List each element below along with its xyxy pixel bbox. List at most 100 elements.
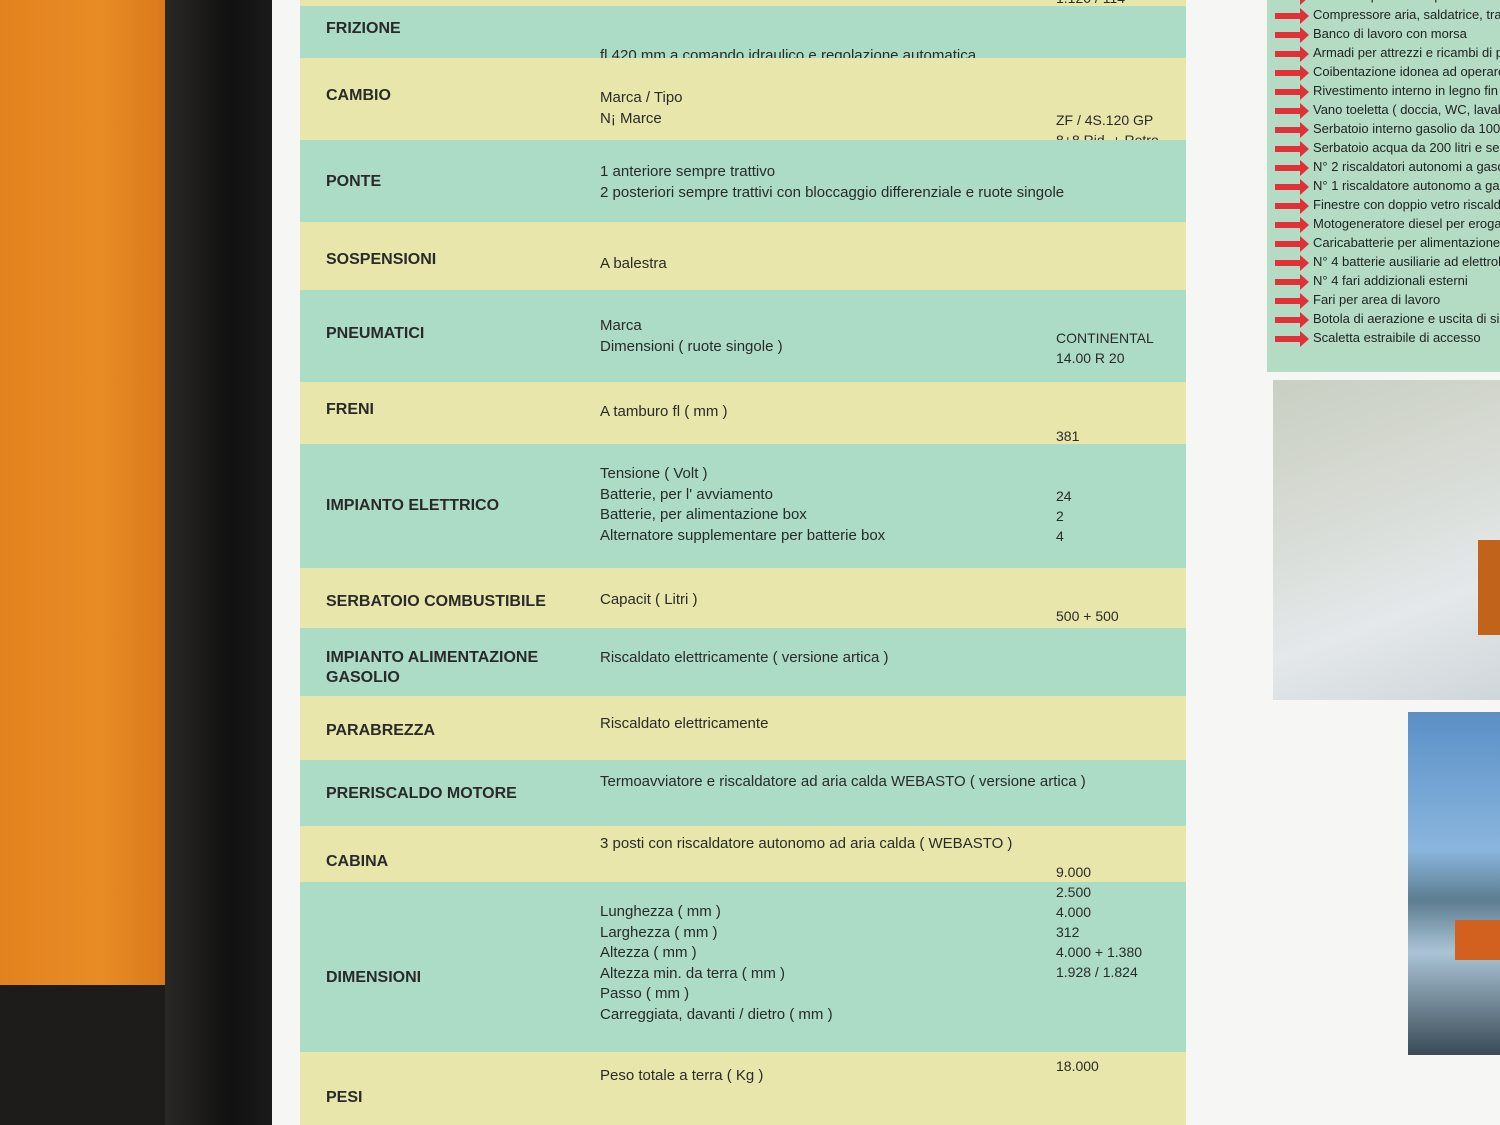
spec-value: 9.000 — [1056, 864, 1092, 880]
spec-item: Termoavviatore e riscaldatore ad aria ca… — [600, 773, 1086, 790]
spec-item: A balestra — [600, 255, 667, 272]
spec-item: Altezza ( mm ) — [600, 944, 697, 961]
equipment-list-item: Finestre con doppio vetro riscald — [1275, 195, 1500, 214]
spec-item: Carreggiata, davanti / dietro ( mm ) — [600, 1005, 833, 1023]
spec-row: PNEUMATICI Marca Dimensioni ( ruote singol… — [300, 290, 1186, 382]
spec-label: PONTE — [326, 173, 382, 190]
spec-values: 24 2 4 — [1056, 486, 1072, 546]
equipment-list: ...a mano per carichi pesa Compressore ar… — [1267, 0, 1500, 372]
equipment-list-item: ...a mano per carichi pesa — [1275, 0, 1463, 5]
spec-item: Larghezza ( mm ) — [600, 923, 718, 941]
equipment-list-item: Scaletta estraibile di accesso — [1275, 328, 1481, 347]
spec-row: CAMBIO Marca / Tipo N¡ Marce ZF / 4S.120 GP… — [300, 58, 1186, 148]
equipment-list-item: Botola di aerazione e uscita di si — [1275, 309, 1499, 328]
spec-items: Marca Dimensioni ( ruote singole ) — [600, 316, 783, 357]
spec-items: Riscaldato elettricamente — [600, 714, 768, 735]
equipment-list-item: Serbatoio interno gasolio da 100 — [1275, 119, 1500, 138]
spec-values: 18.000 — [1056, 1056, 1099, 1076]
spec-items: Capacit ( Litri ) — [600, 590, 698, 611]
spec-row: IMPIANTO ELETTRICO Tensione ( Volt ) Batte… — [300, 444, 1186, 568]
spec-value: 4 — [1056, 528, 1064, 544]
spec-row: FRENI A tamburo fl ( mm ) 381 — [300, 382, 1186, 444]
spec-value: CONTINENTAL — [1056, 330, 1154, 346]
photo-coastal-vehicle — [1408, 712, 1500, 1055]
equipment-text: ...a mano per carichi pesa — [1313, 0, 1463, 3]
spec-item: Batterie, per alimentazione box — [600, 506, 807, 523]
spec-item: Capacit ( Litri ) — [600, 591, 698, 608]
spec-items: Tensione ( Volt ) Batterie, per l' avviam… — [600, 464, 885, 546]
spec-value: 2 — [1056, 508, 1064, 524]
spec-items: Lunghezza ( mm ) Larghezza ( mm ) Altezza … — [600, 902, 833, 1025]
equipment-text: Botola di aerazione e uscita di si — [1313, 311, 1500, 326]
spec-label: IMPIANTO ALIMENTAZIONE GASOLIO — [326, 649, 539, 686]
equipment-text: Compressore aria, saldatrice, tra — [1313, 7, 1500, 22]
spec-items: A tamburo fl ( mm ) — [600, 402, 728, 423]
spec-value: 2.500 — [1056, 884, 1092, 900]
equipment-text: N° 4 batterie ausiliarie ad elettroli — [1313, 254, 1500, 269]
spec-values: 381 — [1056, 426, 1079, 446]
spec-label: IMPIANTO ELETTRICO — [326, 497, 500, 514]
red-arrow-icon — [1275, 83, 1309, 100]
equipment-list-item: Vano toeletta ( doccia, WC, lavab — [1275, 100, 1500, 119]
equipment-list-item: N° 4 fari addizionali esterni — [1275, 271, 1468, 290]
spec-item: N¡ Marce — [600, 109, 662, 127]
spec-row: PONTE 1 anteriore sempre trattivo 2 poster… — [300, 140, 1186, 222]
red-arrow-icon — [1275, 7, 1309, 24]
spec-label: SOSPENSIONI — [326, 251, 437, 268]
spec-row: DIMENSIONI Lunghezza ( mm ) Larghezza ( mm… — [300, 864, 1186, 1052]
equipment-text: Vano toeletta ( doccia, WC, lavab — [1313, 102, 1500, 117]
spec-item: 3 posti con riscaldatore autonomo ad ari… — [600, 835, 1013, 852]
spec-items: A balestra — [600, 254, 667, 275]
red-arrow-icon — [1275, 330, 1309, 347]
spec-value: 381 — [1056, 428, 1080, 444]
equipment-list-item: Banco di lavoro con morsa — [1275, 24, 1467, 43]
spec-label: CAMBIO — [326, 87, 391, 104]
equipment-text: Finestre con doppio vetro riscald — [1313, 197, 1500, 212]
spec-label: PNEUMATICI — [326, 325, 425, 342]
spec-row: PRERISCALDO MOTORE Termoavviatore e risca… — [300, 760, 1186, 826]
spec-value: 4.000 — [1056, 904, 1092, 920]
red-arrow-icon — [1275, 140, 1309, 157]
equipment-text: Serbatoio acqua da 200 litri e ser — [1313, 140, 1500, 155]
spec-row: PARABREZZA Riscaldato elettricamente — [300, 696, 1186, 760]
equipment-list-item: Serbatoio acqua da 200 litri e ser — [1275, 138, 1500, 157]
spec-row: IMPIANTO ALIMENTAZIONE GASOLIO Riscaldato… — [300, 628, 1186, 696]
black-board-frame — [165, 0, 272, 1125]
equipment-text: Motogeneratore diesel per eroga — [1313, 216, 1500, 231]
red-arrow-icon — [1275, 216, 1309, 233]
photo-truck-detail — [1478, 540, 1500, 635]
equipment-text: Banco di lavoro con morsa — [1313, 26, 1467, 41]
equipment-text: N° 2 riscaldatori autonomi a gasc — [1313, 159, 1500, 174]
spec-row: SERBATOIO COMBUSTIBILE Capacit ( Litri ) 5… — [300, 568, 1186, 628]
orange-vehicle-panel — [0, 0, 168, 985]
spec-item: Altezza min. da terra ( mm ) — [600, 964, 786, 982]
spec-item: Marca / Tipo — [600, 89, 683, 106]
spec-items: 1 anteriore sempre trattivo 2 posteriori … — [600, 162, 1064, 203]
spec-label: DIMENSIONI — [326, 969, 422, 986]
equipment-text: Coibentazione idonea ad operare — [1313, 64, 1500, 79]
spec-row: PESI Peso totale a terra ( Kg ) 18.000 — [300, 1052, 1186, 1125]
spec-values: 9.000 2.500 4.000 312 4.000 + 1.380 1.928 / 1… — [1056, 862, 1142, 982]
spec-label: CABINA — [326, 853, 389, 870]
spec-item: Riscaldato elettricamente — [600, 715, 769, 732]
spec-label: SERBATOIO COMBUSTIBILE — [326, 593, 546, 610]
equipment-list-item: N° 4 batterie ausiliarie ad elettroli — [1275, 252, 1500, 271]
spec-item: Marca — [600, 317, 642, 334]
spec-value: 312 — [1056, 924, 1080, 940]
spec-value: 18.000 — [1056, 1058, 1099, 1074]
spec-items: Peso totale a terra ( Kg ) — [600, 1066, 763, 1087]
spec-row: SOSPENSIONI A balestra — [300, 222, 1186, 290]
spec-item: Alternatore supplementare per batterie b… — [600, 526, 886, 544]
equipment-text: Rivestimento interno in legno fin — [1313, 83, 1498, 98]
spec-values: CONTINENTAL 14.00 R 20 — [1056, 328, 1154, 368]
spec-value: 14.00 R 20 — [1056, 350, 1125, 366]
equipment-text: N° 1 riscaldatore autonomo a gas — [1313, 178, 1500, 193]
spec-value: 500 + 500 — [1056, 608, 1119, 624]
red-arrow-icon — [1275, 121, 1309, 138]
spec-item: Lunghezza ( mm ) — [600, 903, 721, 920]
spec-row-partial: 1.120 / 114 — [300, 0, 1186, 6]
equipment-text: N° 4 fari addizionali esterni — [1313, 273, 1468, 288]
photo-snow-vehicle — [1273, 380, 1500, 700]
red-arrow-icon — [1275, 159, 1309, 176]
